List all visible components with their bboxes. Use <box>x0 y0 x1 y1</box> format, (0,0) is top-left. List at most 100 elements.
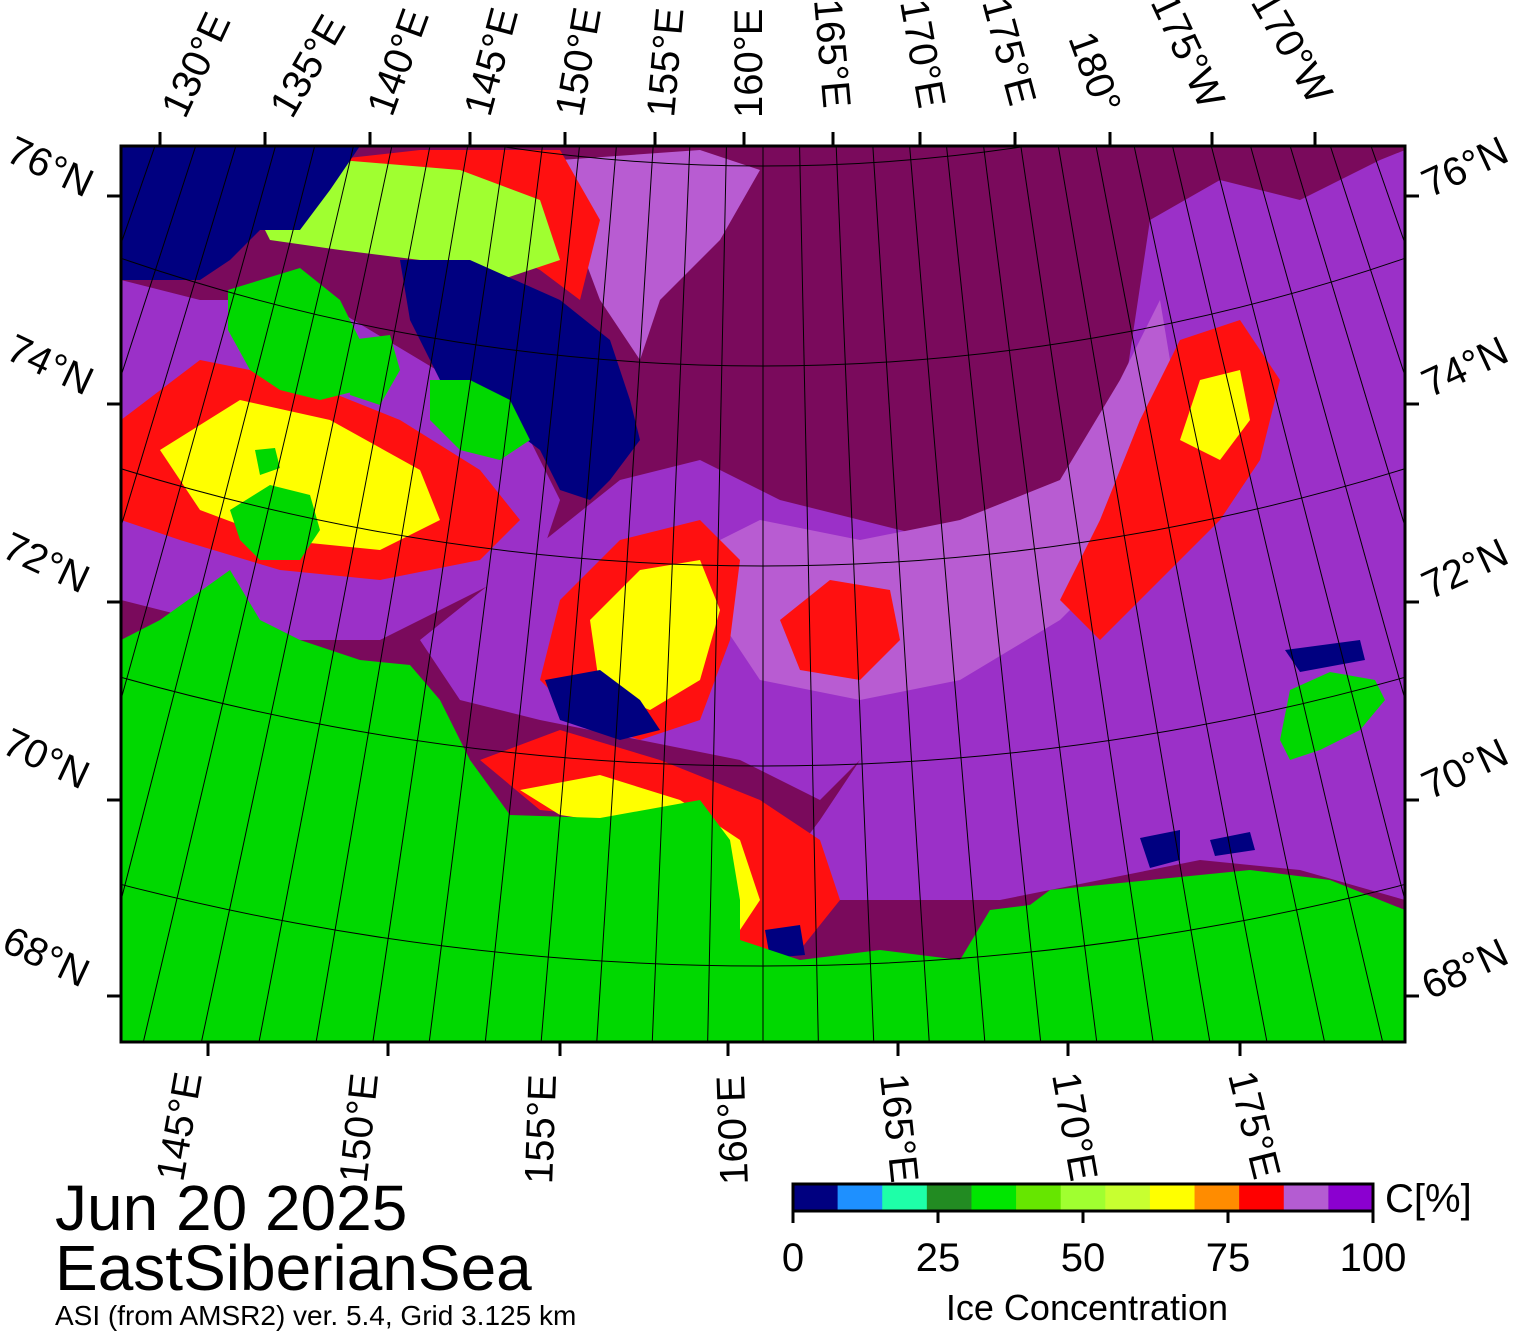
open-water-polynya-central <box>545 670 660 740</box>
colorbar-title: Ice Concentration <box>946 1287 1228 1328</box>
lat-label-right: 70°N <box>1415 731 1515 809</box>
colorbar-swatch <box>1016 1184 1062 1211</box>
lat-label-right: 72°N <box>1415 531 1515 609</box>
open-water-coastal-3 <box>765 925 805 958</box>
longitude-line <box>200 146 393 1042</box>
land-siberia-mainland <box>121 570 1405 1042</box>
lon-label-top: 170°E <box>891 0 953 111</box>
lat-label-left: 72°N <box>0 524 96 602</box>
map-frame <box>119 144 1407 1044</box>
longitude-line <box>121 146 237 529</box>
lat-label-left: 68°N <box>0 918 96 996</box>
lat-labels-left: 76°N 74°N 72°N 70°N 68°N <box>0 128 100 996</box>
lon-label-top: 155°E <box>639 6 692 119</box>
lon-label-top: 145°E <box>456 3 527 120</box>
lon-label-top: 170°W <box>1242 0 1340 111</box>
ice-zone-purple-north <box>560 150 760 360</box>
longitude-line <box>484 146 580 1042</box>
colorbar-tick-label: 75 <box>1206 1236 1251 1280</box>
longitude-line <box>872 146 930 1042</box>
colorbar-ticks: 0 25 50 75 100 <box>782 1211 1407 1280</box>
colorbar-swatch <box>971 1184 1017 1211</box>
colorbar-tick-label: 100 <box>1340 1236 1407 1280</box>
longitude-line <box>1057 146 1211 1042</box>
lon-label-top: 175°E <box>973 0 1044 110</box>
colorbar-swatch <box>1105 1184 1151 1211</box>
longitude-line <box>1095 146 1268 1042</box>
longitude-line <box>540 146 617 1042</box>
longitude-line <box>1249 146 1405 702</box>
longitude-line <box>121 146 156 246</box>
product-info: ASI (from AMSR2) ver. 5.4, Grid 3.125 km <box>55 1300 577 1331</box>
lat-label-left: 74°N <box>0 326 100 404</box>
colorbar-tick-label: 25 <box>916 1236 961 1280</box>
colorbar: 0 25 50 75 100 C[%] Ice Concentration <box>782 1177 1472 1328</box>
lon-labels-bottom: 145°E 150°E 155°E 160°E 165°E 170°E 175°… <box>149 1067 1289 1186</box>
colorbar-swatch <box>1283 1184 1329 1211</box>
colorbar-tick-label: 50 <box>1061 1236 1106 1280</box>
longitude-line <box>909 146 986 1042</box>
longitude-line <box>1370 146 1405 246</box>
longitude-line <box>258 146 431 1042</box>
longitude-line <box>983 146 1098 1042</box>
longitude-line <box>835 146 875 1042</box>
lon-label-bottom: 155°E <box>517 1074 565 1185</box>
longitude-line <box>1289 146 1405 529</box>
longitude-line <box>372 146 506 1042</box>
open-water-coastal-1 <box>1140 830 1180 868</box>
tick-marks <box>107 132 1419 1056</box>
ice-zone-yellow-central <box>590 560 720 710</box>
longitude-line <box>121 146 197 378</box>
open-water-new-siberian <box>400 260 640 500</box>
longitude-line <box>428 146 543 1042</box>
colorbar-swatch <box>1060 1184 1106 1211</box>
lon-label-bottom: 150°E <box>332 1071 387 1184</box>
lon-label-top: 165°E <box>805 0 858 110</box>
map-region: EastSiberianSea <box>55 1232 532 1304</box>
lon-label-bottom: 165°E <box>871 1071 926 1184</box>
longitude-line <box>1172 146 1384 1042</box>
lat-labels-right: 76°N 74°N 72°N 70°N 68°N <box>1415 129 1515 1009</box>
colorbar-tick-label: 0 <box>782 1236 804 1280</box>
lon-label-bottom: 175°E <box>1219 1067 1288 1184</box>
lon-label-top: 130°E <box>153 6 239 124</box>
longitude-line <box>946 146 1042 1042</box>
open-water-coastal-2 <box>1210 832 1255 856</box>
lon-label-top: 180° <box>1060 26 1130 119</box>
longitude-line <box>707 146 727 1042</box>
lon-label-top: 150°E <box>548 4 610 119</box>
lon-label-top: 160°E <box>727 9 771 118</box>
lon-labels-top: 130°E 135°E 140°E 145°E 150°E 155°E 160°… <box>153 0 1340 125</box>
colorbar-unit: C[%] <box>1385 1177 1472 1221</box>
colorbar-swatch <box>1239 1184 1285 1211</box>
lat-label-right: 76°N <box>1415 129 1515 207</box>
longitude-line <box>1133 146 1326 1042</box>
graticule <box>121 146 1405 1042</box>
colorbar-swatch <box>882 1184 928 1211</box>
lon-label-top: 140°E <box>359 3 438 121</box>
colorbar-swatch <box>926 1184 972 1211</box>
lon-label-top: 135°E <box>262 8 355 125</box>
colorbar-swatch <box>1194 1184 1240 1211</box>
longitude-line <box>121 146 277 702</box>
lon-label-bottom: 170°E <box>1043 1069 1105 1184</box>
colorbar-swatch <box>1149 1184 1196 1211</box>
colorbar-swatch <box>1328 1184 1374 1211</box>
open-water-laptev <box>121 146 360 280</box>
land-wrangel-island <box>1280 672 1385 760</box>
longitude-line <box>121 146 316 903</box>
lat-label-left: 70°N <box>0 720 96 798</box>
lat-label-right: 68°N <box>1415 931 1515 1009</box>
colorbar-swatches <box>793 1184 1374 1211</box>
ice-zone-yellow-west <box>160 400 440 550</box>
land-faddeyevsky-island <box>350 335 400 405</box>
map-date: Jun 20 2025 <box>55 1172 408 1244</box>
longitude-line <box>799 146 819 1042</box>
longitude-line <box>1329 146 1405 378</box>
longitude-line <box>596 146 654 1042</box>
colorbar-swatch <box>793 1184 839 1211</box>
lon-label-bottom: 145°E <box>149 1069 211 1184</box>
longitude-line <box>1210 146 1405 903</box>
longitude-line <box>651 146 691 1042</box>
